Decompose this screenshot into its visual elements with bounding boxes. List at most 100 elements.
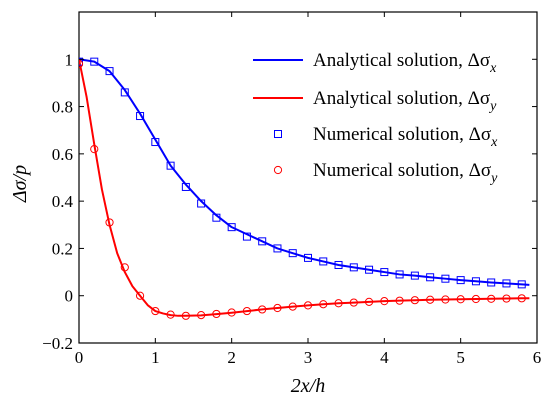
legend-label: Analytical solution, Δσx	[313, 50, 497, 76]
data-point	[288, 249, 297, 258]
data-point	[395, 270, 404, 279]
series-4	[79, 59, 526, 320]
data-point	[151, 306, 160, 316]
x-tick-label: 5	[456, 348, 465, 367]
data-point	[487, 278, 496, 287]
legend-label: Numerical solution, Δσx	[313, 124, 498, 150]
data-point	[471, 294, 481, 304]
data-point	[456, 276, 465, 285]
data-point	[319, 300, 328, 309]
data-point	[410, 296, 419, 305]
data-point	[242, 232, 251, 241]
x-tick-label: 0	[75, 348, 84, 367]
legend-subscript: x	[489, 61, 497, 76]
y-axis: −0.2 0 0.2 0.4 0.6 0.8 1	[42, 11, 537, 353]
legend-item: Numerical solution, Δσy	[273, 160, 498, 186]
data-point	[273, 244, 282, 253]
legend-label: Numerical solution, Δσy	[313, 160, 498, 186]
data-point	[136, 112, 145, 121]
data-point	[502, 294, 511, 303]
data-point	[304, 253, 312, 262]
x-tick-label: 2	[227, 348, 236, 367]
y-tick-label: −0.2	[42, 334, 73, 353]
series-3	[79, 57, 526, 289]
y-tick-label: 1	[65, 50, 74, 69]
data-point	[517, 280, 526, 289]
legend: Analytical solution, Δσx Analytical solut…	[253, 50, 498, 186]
data-point	[349, 298, 358, 307]
data-point	[288, 302, 297, 311]
data-point	[364, 297, 374, 306]
series-line	[79, 58, 530, 286]
data-point	[410, 271, 419, 280]
data-point	[120, 263, 129, 272]
data-point	[181, 182, 190, 191]
data-point	[90, 57, 99, 66]
data-point	[319, 257, 328, 266]
legend-label: Analytical solution, Δσy	[313, 88, 497, 114]
data-point	[456, 295, 465, 304]
series-layer	[79, 57, 530, 320]
data-point	[273, 303, 282, 313]
data-point	[242, 306, 252, 316]
legend-item: Analytical solution, Δσy	[253, 88, 497, 114]
legend-subscript: y	[488, 99, 497, 114]
data-point	[349, 263, 358, 272]
x-tick-label: 6	[533, 348, 542, 367]
data-point	[212, 213, 221, 222]
data-point	[105, 218, 114, 227]
x-tick-label: 4	[380, 348, 389, 367]
data-point	[441, 274, 450, 283]
legend-subscript: y	[489, 171, 498, 186]
data-point	[166, 310, 175, 319]
x-axis: 0 1 2 3 4 5 6	[75, 12, 542, 367]
series-line	[79, 59, 530, 317]
data-point	[258, 237, 267, 246]
data-point	[79, 59, 84, 69]
legend-subscript: x	[490, 135, 498, 150]
data-point	[365, 265, 374, 274]
data-point	[487, 294, 496, 303]
x-axis-label: 2x/h	[291, 375, 325, 397]
data-point	[517, 294, 526, 303]
data-point	[334, 299, 343, 308]
data-point	[151, 138, 160, 147]
data-point	[426, 273, 435, 282]
x-tick-label: 1	[151, 348, 160, 367]
data-point	[380, 268, 389, 277]
data-point	[166, 161, 175, 170]
data-point	[502, 279, 511, 288]
legend-item: Analytical solution, Δσx	[253, 50, 497, 76]
y-tick-label: 0.4	[52, 192, 74, 211]
data-point	[303, 301, 313, 310]
data-point	[197, 199, 206, 208]
y-axis-label: Δσ/p	[9, 165, 31, 203]
data-point	[227, 223, 236, 232]
data-point	[197, 311, 206, 320]
y-tick-label: 0.6	[52, 145, 73, 164]
data-point	[258, 305, 267, 314]
x-tick-label: 3	[304, 348, 313, 367]
y-tick-label: 0.8	[52, 98, 73, 117]
data-point	[90, 145, 99, 154]
data-point	[441, 295, 450, 304]
series-1	[79, 58, 530, 286]
data-point	[471, 277, 480, 286]
data-point	[135, 291, 145, 300]
data-point	[212, 309, 221, 319]
legend-swatch	[273, 165, 283, 175]
data-point	[380, 297, 389, 306]
data-point	[395, 296, 404, 305]
legend-swatch	[274, 130, 282, 138]
data-point	[79, 57, 83, 66]
legend-item: Numerical solution, Δσx	[274, 124, 498, 150]
data-point	[181, 311, 190, 320]
data-point	[334, 260, 343, 269]
y-tick-label: 0	[65, 287, 74, 306]
data-point	[227, 308, 236, 317]
y-tick-label: 0.2	[52, 239, 73, 258]
data-point	[120, 88, 129, 97]
data-point	[105, 67, 114, 76]
series-2	[79, 59, 530, 317]
